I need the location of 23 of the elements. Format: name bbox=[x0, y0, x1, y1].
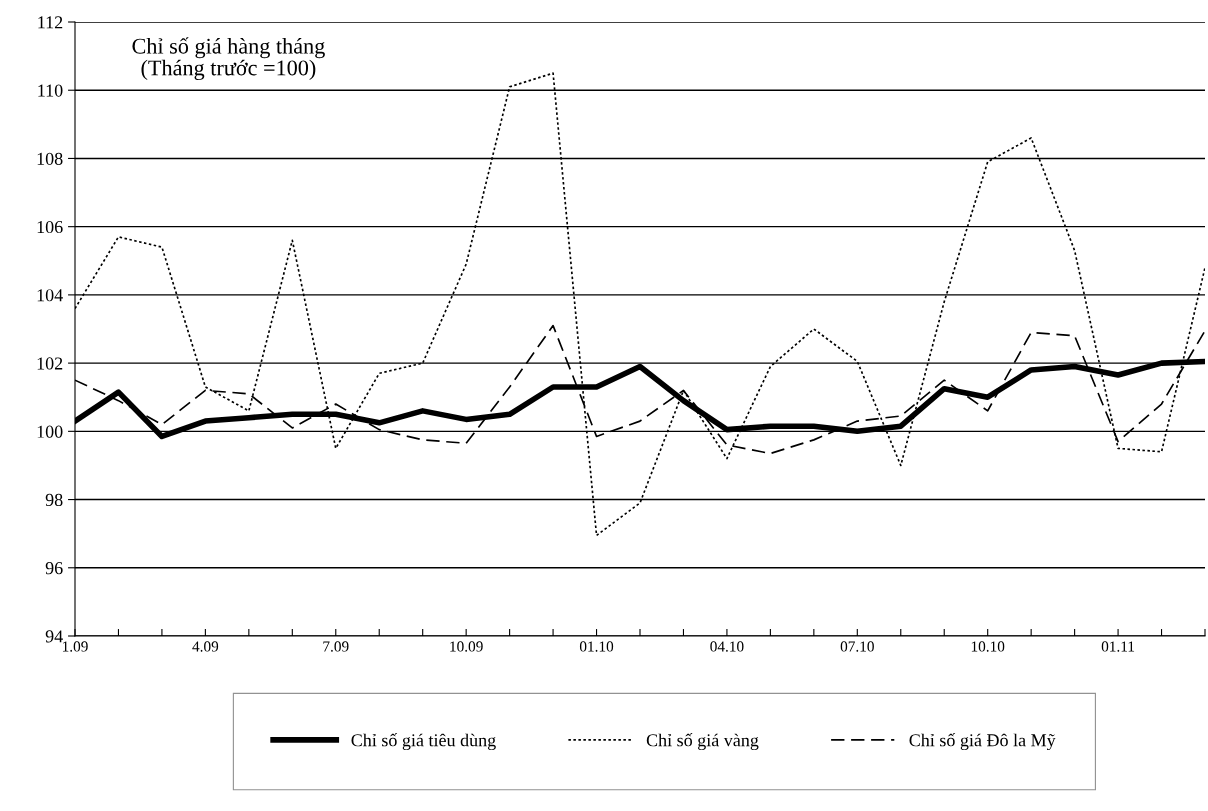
y-tick-label: 110 bbox=[38, 84, 63, 97]
x-tick-label: 4.09 bbox=[192, 641, 219, 652]
x-tick-label: 1.09 bbox=[62, 641, 88, 652]
x-tick-label: 01.10 bbox=[579, 641, 614, 652]
y-tick-label: 112 bbox=[38, 16, 63, 29]
y-tick-label: 104 bbox=[37, 289, 63, 302]
y-tick-label: 106 bbox=[37, 220, 63, 234]
legend-label: Chỉ số giá tiêu dùng bbox=[351, 733, 496, 751]
legend-label: Chỉ số giá vàng bbox=[646, 733, 759, 751]
y-tick-label: 94 bbox=[45, 630, 63, 643]
x-tick-label: 7.09 bbox=[323, 641, 349, 652]
x-tick-label: 04.10 bbox=[710, 641, 744, 652]
y-tick-label: 100 bbox=[37, 425, 63, 438]
y-tick-label: 98 bbox=[45, 493, 63, 506]
x-tick-label: 07.10 bbox=[840, 641, 874, 652]
x-tick-label: 10.10 bbox=[971, 641, 1005, 652]
y-tick-label: 102 bbox=[37, 357, 63, 370]
x-tick-label: 10.09 bbox=[450, 641, 483, 652]
legend-label: Chỉ số giá Đô la Mỹ bbox=[909, 733, 1056, 751]
y-tick-label: 96 bbox=[45, 562, 63, 575]
y-tick-label: 108 bbox=[37, 152, 63, 165]
text: Chỉ số giá hàng tháng (Tháng trước =100) bbox=[132, 37, 325, 81]
x-tick-label: 01.11 bbox=[1101, 641, 1135, 652]
